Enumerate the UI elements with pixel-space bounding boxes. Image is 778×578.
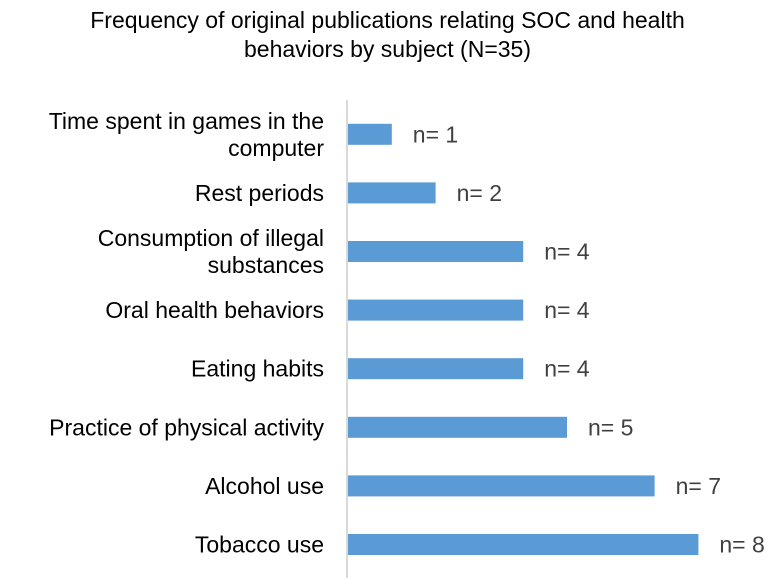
data-label: n= 7	[676, 473, 721, 499]
category-label: Tobacco use	[195, 532, 324, 558]
data-label: n= 8	[719, 532, 764, 558]
chart-title: Frequency of original publications relat…	[90, 7, 685, 62]
category-label: Consumption of illegal substances	[98, 225, 324, 278]
category-label: Oral health behaviors	[105, 297, 324, 323]
category-label: Rest periods	[195, 180, 324, 206]
category-label: Time spent in games in the computer	[49, 108, 325, 161]
bar	[348, 358, 524, 380]
bar	[348, 416, 567, 438]
data-label: n= 4	[544, 239, 590, 265]
data-label: n= 4	[544, 297, 590, 323]
category-label: Alcohol use	[205, 473, 324, 499]
category-label: Eating habits	[191, 356, 324, 382]
bar	[348, 299, 524, 321]
category-label: Practice of physical activity	[49, 414, 324, 440]
data-label: n= 4	[544, 356, 590, 382]
bar	[348, 475, 655, 497]
data-label: n= 2	[457, 180, 502, 206]
data-label: n= 5	[588, 414, 633, 440]
data-label: n= 1	[413, 121, 458, 147]
bar	[348, 534, 699, 555]
bar	[348, 241, 524, 262]
bar	[348, 182, 436, 204]
bar	[348, 123, 392, 145]
